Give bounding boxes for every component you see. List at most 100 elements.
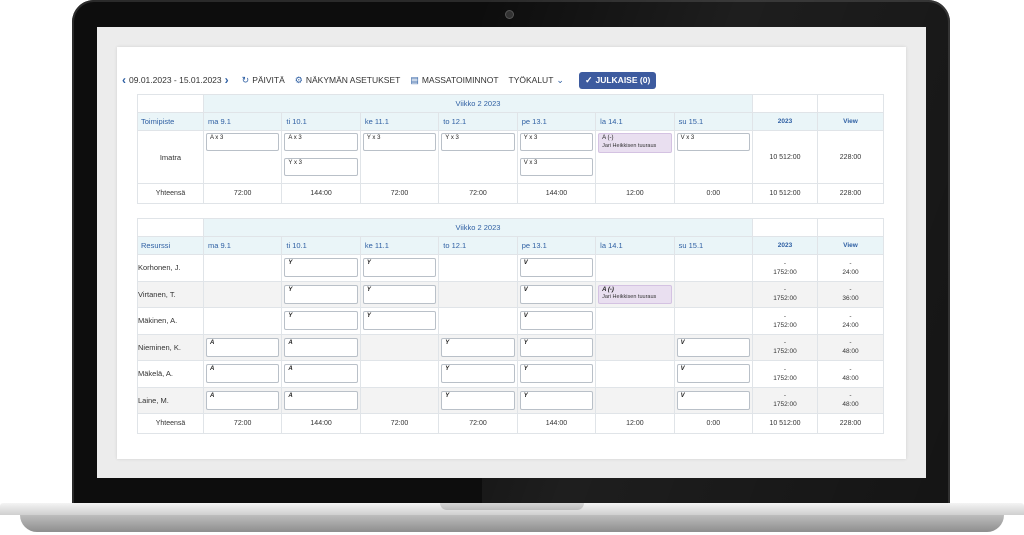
shift-block[interactable]: Y (441, 390, 515, 410)
substitute-shift-block[interactable]: A (-) Jari Heikkisen tuuraus (598, 284, 672, 304)
shift-block[interactable]: A (284, 390, 358, 410)
shift-cell[interactable]: Y (438, 360, 518, 388)
shift-block[interactable]: A x 3 (284, 133, 358, 151)
shift-cell[interactable] (673, 280, 754, 308)
shift-block[interactable]: Y (362, 258, 437, 277)
shift-cell[interactable]: V (673, 333, 754, 361)
refresh-button[interactable]: ↻ PÄIVITÄ (242, 75, 285, 86)
shift-cell[interactable]: A (281, 333, 361, 361)
shift-block[interactable]: A (205, 364, 280, 383)
mass-actions-button[interactable]: ▤ MASSATOIMINNOT (410, 75, 498, 86)
shift-cell[interactable]: Y (359, 254, 440, 282)
shift-block[interactable]: A (205, 337, 280, 357)
shift-cell[interactable] (202, 307, 283, 335)
shift-cell[interactable] (359, 386, 440, 414)
shift-block[interactable]: Y x 3 (362, 133, 437, 151)
shift-block[interactable]: Y (519, 337, 594, 357)
app-screen: ‹ 09.01.2023 - 15.01.2023 › ↻ PÄIVITÄ ⚙ … (97, 27, 926, 478)
shift-block[interactable]: A (284, 364, 358, 383)
shift-cell[interactable] (202, 254, 283, 282)
view-hours: 24:00 (842, 321, 859, 329)
shift-cell[interactable]: V (673, 386, 754, 414)
blank-cell (752, 94, 818, 113)
view-settings-label: NÄKYMÄN ASETUKSET (305, 75, 401, 85)
shift-block[interactable]: A x 3 (205, 133, 280, 151)
shift-block[interactable]: Y x 3 (441, 133, 515, 151)
shift-cell[interactable] (595, 333, 675, 361)
shift-cell[interactable]: V (673, 360, 754, 388)
date-range[interactable]: 09.01.2023 - 15.01.2023 (129, 75, 222, 85)
shift-block[interactable]: Y (441, 337, 515, 357)
view-settings-button[interactable]: ⚙ NÄKYMÄN ASETUKSET (295, 75, 401, 86)
shift-cell[interactable] (673, 254, 754, 282)
shift-block[interactable]: A (205, 390, 280, 410)
shift-block[interactable]: Y x 3 (519, 133, 594, 151)
shift-block[interactable]: Y (519, 364, 594, 383)
resource-name[interactable]: Mäkelä, A. (137, 360, 204, 388)
shift-cell[interactable]: Y (438, 386, 518, 414)
total-dash: - (783, 259, 787, 267)
shift-cell[interactable]: A (202, 386, 283, 414)
shift-cell[interactable]: Y (281, 280, 361, 308)
shift-cell[interactable] (438, 307, 518, 335)
shift-cell[interactable]: Y (516, 333, 597, 361)
shift-cell[interactable] (595, 307, 675, 335)
total-hours: 1752:00 (773, 401, 797, 409)
shift-block[interactable]: V (519, 311, 594, 330)
shift-cell[interactable]: Y (516, 360, 597, 388)
shift-cell[interactable] (438, 254, 518, 282)
shift-block[interactable]: V (676, 364, 751, 383)
shift-block[interactable]: Y x 3 (284, 158, 358, 176)
shift-cell[interactable]: Y (359, 307, 440, 335)
shift-block[interactable]: Y (284, 284, 358, 304)
shift-cell[interactable]: Y (516, 386, 597, 414)
chevron-left-icon[interactable]: ‹ (122, 73, 126, 87)
shift-code: Y (288, 260, 293, 266)
publish-button[interactable]: ✓ JULKAISE (0) (578, 71, 657, 89)
resource-name[interactable]: Mäkinen, A. (137, 307, 204, 335)
shift-block[interactable]: Y (441, 364, 515, 383)
shift-block[interactable]: V (519, 284, 594, 304)
shift-block[interactable]: Y (362, 311, 437, 330)
chevron-right-icon[interactable]: › (224, 73, 229, 87)
shift-cell[interactable]: Y (281, 254, 361, 282)
shift-cell[interactable] (595, 254, 675, 282)
day-header: ke 11.1 (359, 112, 440, 131)
shift-cell[interactable] (673, 307, 754, 335)
shift-cell[interactable]: Y (281, 307, 361, 335)
shift-cell[interactable]: V (516, 280, 597, 308)
shift-cell[interactable]: Y (359, 280, 440, 308)
resource-name[interactable]: Laine, M. (137, 386, 204, 414)
substitute-shift-block[interactable]: A (-) Jari Heikkisen tuuraus (598, 133, 672, 153)
shift-block[interactable]: Y (284, 311, 358, 330)
shift-cell[interactable]: A (-) Jari Heikkisen tuuraus (595, 280, 675, 308)
shift-block[interactable]: V x 3 (676, 133, 751, 151)
shift-cell[interactable] (595, 386, 675, 414)
shift-cell[interactable]: A (281, 360, 361, 388)
shift-block[interactable]: V (676, 337, 751, 357)
shift-cell[interactable] (359, 333, 440, 361)
shift-cell[interactable] (359, 360, 440, 388)
shift-code: V (523, 313, 528, 319)
shift-block[interactable]: Y (284, 258, 358, 277)
shift-cell[interactable]: A (281, 386, 361, 414)
shift-cell[interactable] (202, 280, 283, 308)
shift-cell[interactable]: V (516, 254, 597, 282)
shift-cell[interactable]: A (202, 333, 283, 361)
resource-name[interactable]: Korhonen, J. (137, 254, 204, 282)
shift-cell[interactable] (438, 280, 518, 308)
shift-cell[interactable]: Y (438, 333, 518, 361)
shift-block[interactable]: V (519, 258, 594, 277)
shift-block[interactable]: V (676, 390, 751, 410)
shift-cell[interactable]: A (202, 360, 283, 388)
shift-block[interactable]: V x 3 (519, 158, 594, 176)
blank-cell (816, 94, 885, 113)
shift-block[interactable]: Y (519, 390, 594, 410)
resource-name[interactable]: Virtanen, T. (137, 280, 204, 308)
shift-cell[interactable]: V (516, 307, 597, 335)
shift-block[interactable]: A (284, 337, 358, 357)
shift-cell[interactable] (595, 360, 675, 388)
tools-dropdown[interactable]: TYÖKALUT ⌄ (509, 75, 567, 86)
shift-block[interactable]: Y (362, 284, 437, 304)
resource-name[interactable]: Nieminen, K. (137, 333, 204, 361)
